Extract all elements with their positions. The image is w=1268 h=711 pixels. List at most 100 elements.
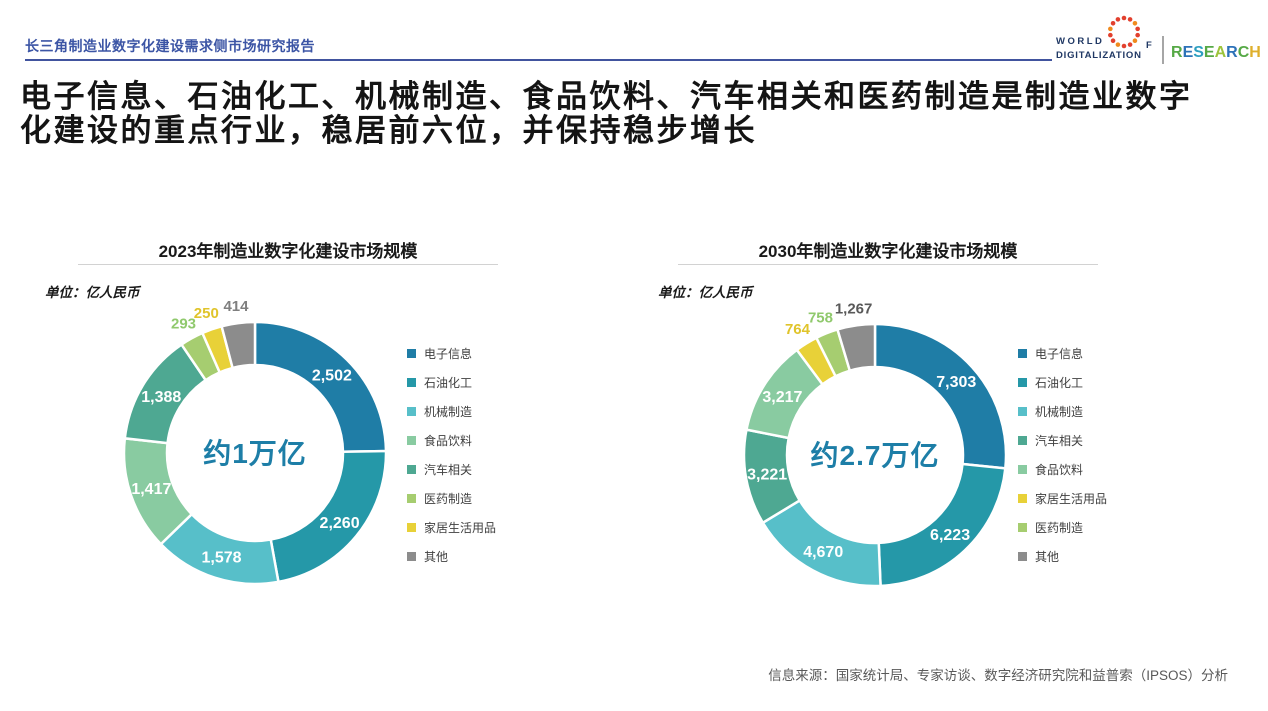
page-title-line2: 化建设的重点行业，稳居前六位，并保持稳步增长 xyxy=(20,113,757,148)
logo-word-digitalization: DIGITALIZATION xyxy=(1056,50,1142,61)
slice-value-label: 250 xyxy=(194,305,219,322)
page-title: 电子信息、石油化工、机械制造、食品饮料、汽车相关和医药制造是制造业数字 化建设的… xyxy=(20,80,1256,148)
report-title: 长三角制造业数字化建设需求侧市场研究报告 xyxy=(25,38,315,54)
legend-label: 食品饮料 xyxy=(424,434,473,448)
logo-separator xyxy=(1162,36,1164,64)
slice-value-label: 1,578 xyxy=(201,550,241,567)
logo-research: RESEARCH xyxy=(1171,44,1261,62)
legend-swatch-icon xyxy=(407,436,416,445)
legend-swatch-icon xyxy=(1018,465,1027,474)
legend-label: 家居生活用品 xyxy=(424,521,497,535)
logo-letter-f: F xyxy=(1146,40,1152,51)
legend-label: 机械制造 xyxy=(1035,405,1084,419)
slice-value-label: 758 xyxy=(808,309,833,326)
donut-slice-其他 xyxy=(835,322,877,373)
legend-label: 其他 xyxy=(424,550,449,564)
legend-item: 其他 xyxy=(407,542,496,571)
legend-item: 汽车相关 xyxy=(1018,426,1107,455)
legend-label: 家居生活用品 xyxy=(1035,492,1108,506)
legend-swatch-icon xyxy=(407,523,416,532)
legend-item: 其他 xyxy=(1018,542,1107,571)
donut-center-label: 约1万亿 xyxy=(203,438,307,469)
chart-title-underline xyxy=(78,264,498,265)
legend-label: 电子信息 xyxy=(1035,347,1084,361)
legend-label: 机械制造 xyxy=(424,405,473,419)
legend-swatch-icon xyxy=(1018,552,1027,561)
slice-value-label: 2,502 xyxy=(312,368,352,385)
logo-research-letter: A xyxy=(1214,44,1227,61)
chart-title-2023: 2023年制造业数字化建设市场规模 xyxy=(158,242,418,261)
logo-ring-icon xyxy=(1104,12,1144,52)
legend-label: 电子信息 xyxy=(424,347,473,361)
logo-research-letter: R xyxy=(1171,44,1183,61)
slice-value-label: 1,388 xyxy=(141,389,181,406)
legend-swatch-icon xyxy=(1018,349,1027,358)
legend-item: 食品饮料 xyxy=(407,426,496,455)
legend-swatch-icon xyxy=(1018,436,1027,445)
legend-swatch-icon xyxy=(407,465,416,474)
slice-value-label: 3,217 xyxy=(762,389,802,406)
chart-title-2030: 2030年制造业数字化建设市场规模 xyxy=(758,242,1018,261)
company-logo: WORLD F DIGITALIZATION RESEARCH xyxy=(1056,14,1261,68)
logo-research-letter: E xyxy=(1203,44,1215,61)
legend-label: 食品饮料 xyxy=(1035,463,1084,477)
legend-item: 电子信息 xyxy=(407,339,496,368)
legend-swatch-icon xyxy=(407,349,416,358)
slice-value-label: 2,260 xyxy=(320,515,360,532)
slice-value-label: 7,303 xyxy=(936,374,976,391)
slice-value-label: 764 xyxy=(785,321,811,338)
donut-center-label: 约2.7万亿 xyxy=(811,440,940,471)
legend-item: 石油化工 xyxy=(407,368,496,397)
legend-item: 机械制造 xyxy=(407,397,496,426)
logo-research-letter: R xyxy=(1226,44,1238,61)
header-divider xyxy=(25,59,1052,61)
legend-swatch-icon xyxy=(1018,523,1027,532)
legend-label: 石油化工 xyxy=(1035,376,1084,390)
legend-item: 石油化工 xyxy=(1018,368,1107,397)
legend-item: 家居生活用品 xyxy=(1018,484,1107,513)
legend-label: 石油化工 xyxy=(424,376,473,390)
donut-slice-石油化工 xyxy=(877,462,1007,588)
slice-value-label: 4,670 xyxy=(803,544,843,561)
slice-value-label: 1,267 xyxy=(835,301,873,318)
legend-label: 汽车相关 xyxy=(1035,434,1084,448)
legend-1: 电子信息石油化工机械制造汽车相关食品饮料家居生活用品 医药制造其他 xyxy=(1018,339,1107,571)
slice-value-label: 293 xyxy=(171,315,196,332)
slice-value-label: 3,221 xyxy=(747,466,787,483)
legend-item: 医药制造 xyxy=(407,484,496,513)
legend-label: 医药制造 xyxy=(424,492,473,506)
legend-swatch-icon xyxy=(407,378,416,387)
legend-0: 电子信息石油化工机械制造食品饮料汽车相关医药制造家居生活用品 其他 xyxy=(407,339,496,571)
legend-label: 汽车相关 xyxy=(424,463,473,477)
legend-swatch-icon xyxy=(407,407,416,416)
legend-swatch-icon xyxy=(407,552,416,561)
chart-title-underline xyxy=(678,264,1098,265)
legend-swatch-icon xyxy=(1018,407,1027,416)
logo-research-letter: C xyxy=(1237,44,1250,61)
page-title-line1: 电子信息、石油化工、机械制造、食品饮料、汽车相关和医药制造是制造业数字 xyxy=(20,79,1193,114)
donut-slice-电子信息 xyxy=(253,320,388,453)
legend-label: 医药制造 xyxy=(1035,521,1084,535)
unit-label-2023: 单位：亿人民币 xyxy=(45,285,140,300)
legend-item: 机械制造 xyxy=(1018,397,1107,426)
slice-value-label: 1,417 xyxy=(131,481,171,498)
donut-slice-其他 xyxy=(220,320,257,370)
legend-label: 其他 xyxy=(1035,550,1060,564)
legend-item: 家居生活用品 xyxy=(407,513,496,542)
legend-item: 医药制造 xyxy=(1018,513,1107,542)
legend-item: 汽车相关 xyxy=(407,455,496,484)
legend-swatch-icon xyxy=(407,494,416,503)
legend-swatch-icon xyxy=(1018,494,1027,503)
legend-item: 食品饮料 xyxy=(1018,455,1107,484)
unit-label-2030: 单位：亿人民币 xyxy=(658,285,753,300)
logo-research-letter: H xyxy=(1249,44,1261,61)
slice-value-label: 6,223 xyxy=(930,527,970,544)
legend-item: 电子信息 xyxy=(1018,339,1107,368)
logo-research-letter: E xyxy=(1182,44,1194,61)
logo-research-letter: S xyxy=(1193,44,1204,61)
slice-value-label: 414 xyxy=(223,298,249,315)
legend-swatch-icon xyxy=(1018,378,1027,387)
source-note: 信息来源：国家统计局、专家访谈、数字经济研究院和益普索（IPSOS）分析 xyxy=(768,668,1228,683)
